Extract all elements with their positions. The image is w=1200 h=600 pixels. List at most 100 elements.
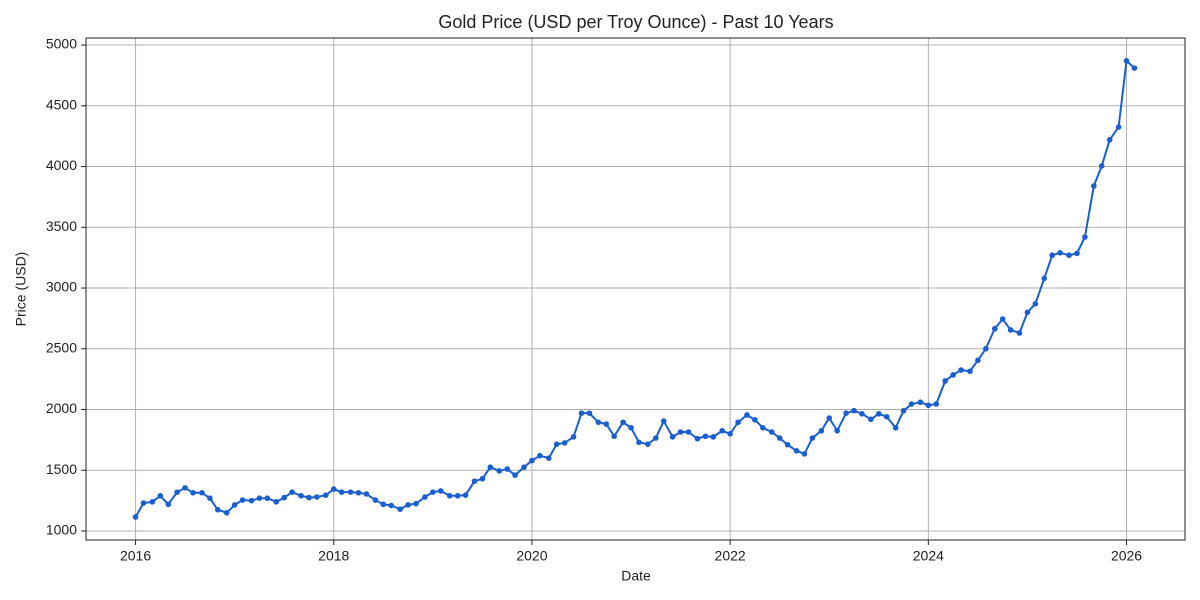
data-point [859, 410, 865, 417]
data-point [239, 497, 246, 503]
data-point [735, 419, 741, 426]
data-point [281, 494, 287, 501]
data-point [744, 412, 750, 418]
data-point [925, 402, 932, 409]
data-point [190, 489, 196, 496]
data-point [372, 497, 379, 503]
data-point [975, 357, 981, 364]
y-tick-label: 4000 [46, 157, 77, 173]
data-point [388, 502, 395, 509]
price-line [134, 59, 1136, 518]
plot-data [132, 58, 1138, 520]
data-point [496, 468, 503, 474]
data-point [537, 452, 543, 459]
data-point [323, 492, 329, 498]
data-point [1082, 234, 1088, 240]
data-point [660, 418, 667, 424]
data-point [289, 489, 295, 495]
y-axis-label: Price (USD) [13, 252, 29, 327]
data-point [330, 486, 337, 492]
data-point [719, 427, 726, 434]
data-point [182, 485, 188, 491]
data-point [132, 514, 139, 520]
data-point [727, 431, 733, 437]
data-point [446, 492, 453, 499]
data-point [784, 441, 791, 448]
data-point [338, 489, 345, 495]
data-point [1074, 250, 1080, 257]
data-point [793, 448, 800, 454]
data-point [669, 434, 676, 440]
data-point [487, 464, 494, 471]
y-tick-label: 3000 [46, 279, 77, 295]
data-point [405, 502, 411, 508]
data-point [933, 401, 940, 407]
data-point [273, 499, 280, 505]
data-point [437, 488, 444, 494]
data-point [801, 451, 808, 457]
data-point [462, 492, 469, 498]
data-point [677, 429, 684, 435]
data-point [454, 492, 461, 499]
data-point [207, 495, 213, 502]
data-point [760, 424, 766, 431]
y-tick-label: 4500 [46, 96, 77, 112]
data-point [694, 435, 701, 442]
data-point [900, 407, 907, 414]
data-point [1007, 327, 1014, 333]
data-point [1091, 183, 1097, 189]
data-point [521, 464, 527, 471]
data-point [174, 489, 180, 495]
data-point [1016, 330, 1023, 336]
data-point [586, 410, 593, 416]
data-point [504, 466, 510, 472]
data-point [1066, 252, 1072, 259]
data-point [570, 434, 577, 440]
data-point [875, 410, 882, 417]
data-point [298, 492, 304, 499]
data-point [157, 492, 164, 499]
data-point [950, 372, 956, 378]
data-point [1123, 58, 1130, 64]
data-point [471, 478, 478, 484]
x-tick-label: 2018 [318, 548, 349, 564]
grid: 1000 1500 2000 2500 3000 3500 4000 4500 5000 2016… [46, 36, 1185, 564]
data-point [1115, 124, 1122, 130]
data-point [1049, 252, 1056, 259]
chart-title: Gold Price (USD per Troy Ounce) - Past 1… [438, 12, 833, 32]
data-point [529, 457, 535, 464]
data-point [883, 414, 890, 420]
data-point [215, 506, 221, 513]
data-point [710, 434, 717, 440]
data-point [1131, 65, 1138, 71]
data-point [991, 325, 998, 332]
data-point [834, 427, 840, 434]
data-point [967, 368, 973, 375]
data-point [983, 345, 989, 352]
data-point [628, 424, 634, 431]
y-tick-label: 1500 [46, 461, 77, 477]
data-point [256, 495, 263, 502]
data-point [620, 419, 626, 426]
data-point [1057, 249, 1063, 256]
data-point [999, 316, 1006, 322]
data-point [1032, 301, 1039, 307]
data-point [248, 497, 255, 504]
data-point [347, 489, 354, 495]
data-point [917, 399, 924, 406]
data-point [380, 501, 387, 508]
x-tick-label: 2022 [715, 548, 746, 564]
data-point [636, 439, 642, 446]
y-tick-label: 1000 [46, 522, 77, 538]
data-point [149, 499, 156, 505]
x-tick-label: 2026 [1111, 548, 1142, 564]
data-point [553, 441, 560, 447]
data-point [1106, 137, 1113, 143]
data-point [165, 501, 172, 508]
data-point [479, 475, 486, 482]
y-tick-label: 2000 [46, 400, 77, 416]
data-point [199, 489, 205, 496]
data-point [826, 415, 833, 421]
data-point [231, 502, 238, 508]
